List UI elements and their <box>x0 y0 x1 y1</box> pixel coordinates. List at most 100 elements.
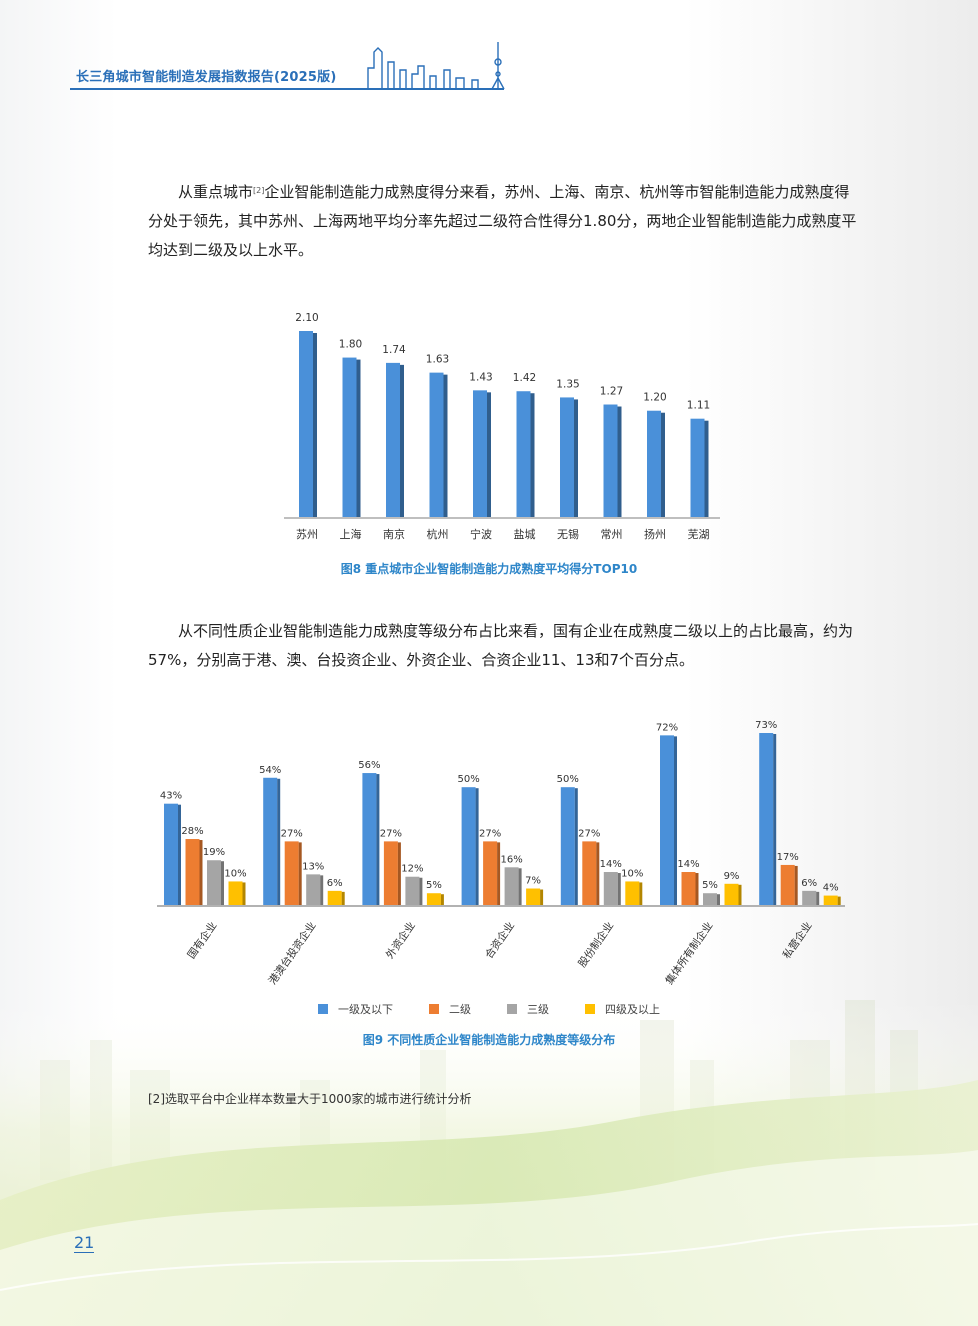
data-label: 27% <box>281 828 303 839</box>
category-group-国有企业 <box>164 803 246 905</box>
bar-side <box>178 804 181 905</box>
bar-side <box>661 412 665 517</box>
data-label: 1.42 <box>513 372 536 384</box>
data-label: 73% <box>755 720 777 731</box>
figure8-chart: 2.10 苏州 1.80 上海 1.74 南京 1.63 杭州 1.43 宁波 1.42 盐城 1.35… <box>284 312 720 541</box>
bar-side <box>313 333 317 517</box>
legend-swatch <box>429 1004 439 1014</box>
bar-四级及以上 <box>526 888 541 905</box>
page-number: 21 <box>74 1233 95 1253</box>
bar-side <box>356 359 361 517</box>
bar-side <box>397 842 401 905</box>
data-label: 16% <box>500 854 522 865</box>
data-label: 54% <box>259 765 281 776</box>
data-label: 10% <box>621 868 643 879</box>
bar-一级及以下 <box>362 773 377 905</box>
bar-side <box>443 374 448 517</box>
bar-side <box>773 734 777 905</box>
bar-face <box>603 404 618 517</box>
tick-label: 港澳台投资企业 <box>266 919 319 987</box>
data-label: 2.10 <box>295 312 318 324</box>
data-label: 5% <box>426 880 442 891</box>
data-label: 1.63 <box>426 354 449 366</box>
bar-side <box>221 861 224 905</box>
bar-side <box>816 891 820 905</box>
data-label: 9% <box>724 871 740 882</box>
bar-二级 <box>185 839 200 905</box>
bar-side <box>674 736 677 905</box>
tick-label: 南京 <box>383 527 405 541</box>
tick-label: 无锡 <box>557 527 579 541</box>
bar-常州 <box>603 404 622 517</box>
bar-一级及以下 <box>560 787 575 905</box>
tick-label: 常州 <box>601 528 623 541</box>
bar-side <box>518 868 522 905</box>
bar-side <box>617 873 621 905</box>
bar-四级及以上 <box>625 881 640 905</box>
bar-二级 <box>681 872 696 905</box>
bar-side <box>320 875 324 905</box>
legend-swatch <box>318 1004 328 1014</box>
data-label: 27% <box>578 828 600 839</box>
category-group-私营企业 <box>759 733 841 905</box>
tick-label: 合资企业 <box>482 919 517 961</box>
bar-盐城 <box>516 391 535 517</box>
bar-side <box>475 788 479 905</box>
data-label: 19% <box>203 847 225 858</box>
bar-上海 <box>342 357 361 517</box>
bar-face <box>342 357 357 517</box>
legend-swatch <box>585 1004 595 1014</box>
data-label: 17% <box>777 852 799 863</box>
bar-side <box>574 788 578 905</box>
data-label: 1.20 <box>643 392 666 404</box>
bar-side <box>617 406 622 517</box>
data-label: 6% <box>801 878 817 889</box>
bar-二级 <box>582 841 597 905</box>
bar-一级及以下 <box>461 787 476 905</box>
bar-face <box>560 397 574 517</box>
bar-三级 <box>504 867 519 905</box>
paragraph-1-text-a: 从重点城市 <box>178 183 254 201</box>
tick-label: 国有企业 <box>185 919 220 961</box>
bar-二级 <box>383 841 398 905</box>
bar-side <box>497 842 501 905</box>
data-label: 28% <box>181 826 203 837</box>
legend-label: 三级 <box>527 1003 549 1016</box>
bar-side <box>738 884 742 905</box>
bar-四级及以上 <box>426 893 441 905</box>
bar-无锡 <box>560 397 578 517</box>
data-label: 50% <box>557 774 579 785</box>
data-label: 1.80 <box>339 339 362 351</box>
bar-side <box>341 891 345 905</box>
bar-side <box>837 896 841 905</box>
bar-一级及以下 <box>759 733 774 905</box>
bar-side <box>277 778 281 905</box>
paragraph-1: 从重点城市[2]企业智能制造能力成熟度得分来看，苏州、上海、南京、杭州等市智能制… <box>148 178 860 265</box>
data-label: 72% <box>656 722 678 733</box>
tick-label: 盐城 <box>514 528 536 541</box>
bar-face <box>429 372 444 517</box>
bar-三级 <box>207 860 221 905</box>
header-title: 长三角城市智能制造发展指数报告(2025版) <box>76 70 337 85</box>
bar-side <box>242 882 246 905</box>
bar-苏州 <box>299 331 317 517</box>
bar-side <box>794 865 798 905</box>
bar-side <box>440 894 444 905</box>
bar-side <box>540 889 544 905</box>
legend-item: 三级 <box>507 1001 549 1017</box>
data-label: 5% <box>702 880 718 891</box>
data-label: 56% <box>358 760 380 771</box>
bar-四级及以上 <box>228 881 243 905</box>
data-label: 27% <box>380 828 402 839</box>
data-label: 43% <box>160 791 182 802</box>
bar-一级及以下 <box>263 777 278 905</box>
data-label: 1.74 <box>382 344 406 356</box>
data-label: 14% <box>677 859 699 870</box>
bar-三级 <box>802 890 817 905</box>
data-label: 10% <box>224 868 246 879</box>
data-label: 1.11 <box>687 400 710 412</box>
bar-side <box>717 894 720 905</box>
bar-一级及以下 <box>164 803 178 905</box>
tick-label: 芜湖 <box>688 527 710 541</box>
data-label: 12% <box>401 864 423 875</box>
